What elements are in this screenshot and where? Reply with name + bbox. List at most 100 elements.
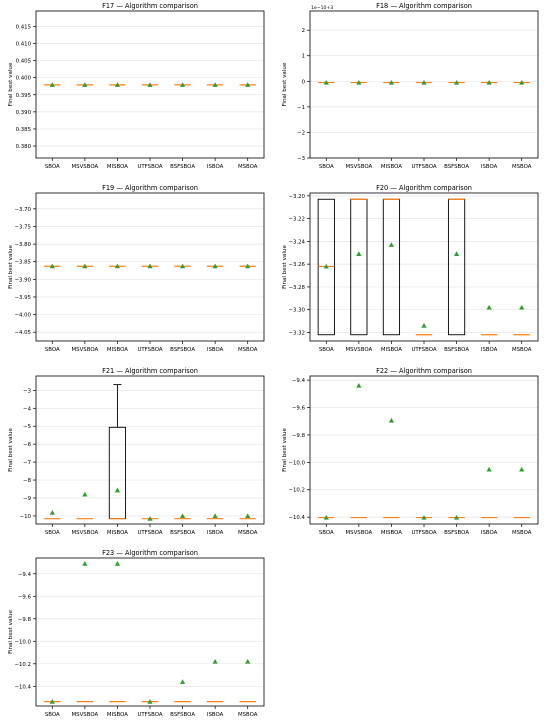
x-tick-label: MSBOA <box>512 164 532 170</box>
y-tick-label: −3.32 <box>288 330 305 336</box>
x-tick-label: SBOA <box>45 530 60 536</box>
mean-marker-BSFSBOA <box>453 514 460 520</box>
y-tick-label: −9.6 <box>292 406 306 412</box>
x-tick-label: MSBOA <box>238 164 258 170</box>
x-tick-label: MSVSBOA <box>346 347 373 353</box>
mean-marker-ISBOA <box>212 513 218 519</box>
chart-panel-3: −4.05 −4.00 −3.95 −3.90 −3.85 −3.80 −3.75 −3.70… <box>8 184 265 353</box>
x-tick-label: MISBOA <box>107 530 128 536</box>
y-axis-label: Final best value <box>8 62 14 106</box>
y-tick-label: 0.415 <box>16 24 31 30</box>
mean-marker-MSBOA <box>519 304 525 310</box>
mean-marker-MSBOA <box>245 263 251 269</box>
x-tick-label: MSVSBOA <box>346 164 373 170</box>
x-tick-label: UTFSBOA <box>411 164 436 170</box>
mean-marker-BSFSBOA <box>179 263 186 269</box>
mean-marker-SBOA <box>49 82 55 87</box>
mean-marker-MSVSBOA <box>356 382 362 388</box>
x-tick-label: ISBOA <box>481 530 498 536</box>
y-tick-label: 0.405 <box>16 59 31 65</box>
y-tick-label: −3.26 <box>288 262 305 268</box>
y-tick-label: −3.95 <box>14 295 31 301</box>
mean-marker-MSVSBOA <box>82 561 88 566</box>
x-tick-label: SBOA <box>45 164 60 170</box>
mean-marker-ISBOA <box>212 82 218 87</box>
y-tick-label: −9.4 <box>18 572 32 578</box>
mean-marker-ISBOA <box>212 263 218 269</box>
x-tick-label: MISBOA <box>381 530 402 536</box>
x-tick-label: BSFSBOA <box>170 530 195 536</box>
mean-marker-ISBOA <box>212 658 218 664</box>
y-tick-label: 0.400 <box>16 76 32 82</box>
y-axis-label: Final best value <box>282 62 288 106</box>
mean-marker-UTFSBOA <box>147 516 153 521</box>
x-tick-label: MSBOA <box>238 712 258 718</box>
y-axis-label: Final best value <box>282 428 288 472</box>
x-tick-label: BSFSBOA <box>444 164 469 170</box>
y-tick-label: −10.0 <box>288 460 305 466</box>
mean-marker-UTFSBOA <box>147 699 153 704</box>
mean-marker-UTFSBOA <box>421 79 427 85</box>
x-tick-label: SBOA <box>45 347 60 353</box>
y-tick-label: −9.4 <box>292 378 306 384</box>
x-tick-label: SBOA <box>319 347 334 353</box>
mean-marker-MISBOA <box>114 263 121 269</box>
y-tick-label: −9.8 <box>292 433 306 439</box>
mean-marker-MISBOA <box>114 561 121 566</box>
y-tick-label: −4.05 <box>14 330 31 336</box>
x-tick-label: MSVSBOA <box>72 164 99 170</box>
mean-marker-MISBOA <box>388 417 395 423</box>
x-tick-label: UTFSBOA <box>411 530 436 536</box>
y-tick-label: 1 <box>302 54 305 60</box>
x-tick-label: MSVSBOA <box>346 530 373 536</box>
x-tick-label: UTFSBOA <box>137 347 162 353</box>
mean-marker-SBOA <box>49 263 55 269</box>
chart-panel-5: −10 −9 −8 −7 −6 −5 −4 −3 SBOA MSVSBOA MISBOA UTFSBO… <box>8 367 265 536</box>
y-tick-label: −10 <box>20 514 32 520</box>
plot-frame <box>309 192 539 342</box>
x-tick-label: MSBOA <box>238 530 258 536</box>
x-tick-label: MSVSBOA <box>72 530 99 536</box>
y-tick-label: −3.30 <box>288 308 305 314</box>
x-tick-label: SBOA <box>45 712 60 718</box>
mean-marker-SBOA <box>323 263 329 269</box>
mean-marker-SBOA <box>323 514 329 520</box>
chart-panel-7: −10.4 −10.2 −10.0 −9.8 −9.6 −9.4 SBOA MSVSBOA MI… <box>8 549 265 718</box>
mean-marker-MISBOA <box>388 242 395 247</box>
y-tick-label: −9 <box>23 496 32 502</box>
x-tick-label: ISBOA <box>481 347 498 353</box>
x-tick-label: MISBOA <box>107 712 128 718</box>
y-tick-label: −9.8 <box>18 617 32 623</box>
mean-marker-BSFSBOA <box>453 79 460 85</box>
y-tick-label: 0 <box>302 79 306 85</box>
mean-marker-SBOA <box>323 79 329 85</box>
x-tick-label: MISBOA <box>107 164 128 170</box>
y-tick-label: 2 <box>302 28 305 34</box>
x-tick-label: MISBOA <box>381 164 402 170</box>
x-tick-label: BSFSBOA <box>170 164 195 170</box>
chart-title: F19 — Algorithm comparison <box>102 184 198 192</box>
y-tick-label: −3.70 <box>14 207 31 213</box>
y-tick-label: −2 <box>297 130 305 136</box>
box-MSVSBOA <box>350 198 368 336</box>
mean-marker-BSFSBOA <box>179 679 186 684</box>
y-tick-label: −5 <box>23 424 31 430</box>
box-BSFSBOA <box>447 198 466 336</box>
chart-title: F23 — Algorithm comparison <box>102 549 198 557</box>
y-tick-label: −3.75 <box>14 224 31 230</box>
x-tick-label: MISBOA <box>107 347 128 353</box>
x-tick-label: MSBOA <box>238 347 258 353</box>
y-tick-label: −3.24 <box>288 239 305 245</box>
mean-marker-SBOA <box>49 699 55 704</box>
y-tick-label: −3.90 <box>14 277 31 283</box>
mean-marker-MSVSBOA <box>82 491 88 497</box>
x-tick-label: BSFSBOA <box>444 347 469 353</box>
x-tick-label: UTFSBOA <box>137 712 162 718</box>
y-tick-label: −6 <box>23 442 32 448</box>
chart-title: F20 — Algorithm comparison <box>376 184 472 192</box>
y-tick-label: −8 <box>23 478 32 484</box>
mean-marker-MISBOA <box>388 79 395 85</box>
x-tick-label: ISBOA <box>481 164 498 170</box>
x-tick-label: SBOA <box>319 164 334 170</box>
mean-marker-ISBOA <box>486 466 492 472</box>
